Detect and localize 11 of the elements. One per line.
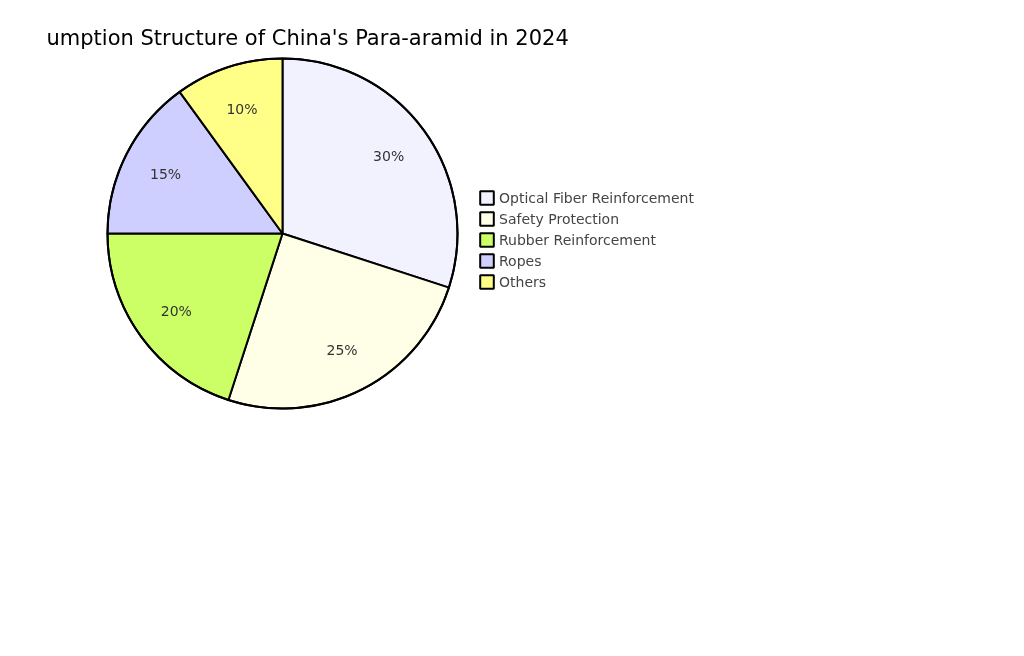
legend-label: Optical Fiber Reinforcement [499,189,694,206]
chart-title: umption Structure of China's Para-aramid in 2024 [46,25,569,50]
legend-label: Ropes [499,252,542,269]
legend-label: Rubber Reinforcement [499,231,656,248]
legend-label: Others [499,273,547,290]
data-label: 30% [373,148,405,165]
data-label: 15% [150,165,182,182]
data-label: 20% [160,302,192,319]
data-label: 10% [226,100,258,117]
legend-label: Safety Protection [499,210,620,227]
data-label: 25% [326,342,358,359]
